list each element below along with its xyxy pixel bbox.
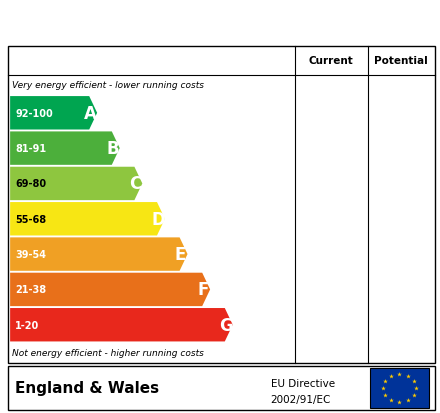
Text: 92-100: 92-100 [15, 109, 53, 119]
Text: C: C [129, 175, 141, 193]
Text: 69-80: 69-80 [15, 179, 47, 189]
Text: 55-68: 55-68 [15, 214, 47, 224]
Polygon shape [10, 132, 120, 166]
Text: B: B [106, 140, 119, 158]
Polygon shape [10, 202, 165, 236]
Text: Current: Current [309, 56, 354, 66]
Text: 21-38: 21-38 [15, 285, 47, 295]
Text: D: D [151, 210, 165, 228]
Text: A: A [84, 104, 96, 123]
Text: 1-20: 1-20 [15, 320, 40, 330]
Text: 81-91: 81-91 [15, 144, 47, 154]
Polygon shape [10, 308, 233, 342]
Text: Potential: Potential [374, 56, 428, 66]
Text: F: F [198, 281, 209, 299]
Polygon shape [10, 238, 187, 271]
Text: England & Wales: England & Wales [15, 380, 160, 396]
Text: Energy Efficiency Rating: Energy Efficiency Rating [11, 14, 299, 33]
Bar [370, 368, 429, 408]
Polygon shape [10, 167, 142, 201]
Polygon shape [10, 97, 97, 130]
Text: 39-54: 39-54 [15, 249, 46, 259]
Text: 2002/91/EC: 2002/91/EC [271, 394, 331, 404]
Text: E: E [175, 245, 186, 263]
Text: Not energy efficient - higher running costs: Not energy efficient - higher running co… [12, 348, 204, 357]
Polygon shape [10, 273, 210, 306]
Bar [8, 366, 435, 410]
Text: EU Directive: EU Directive [271, 378, 335, 388]
Text: G: G [219, 316, 233, 334]
Text: Very energy efficient - lower running costs: Very energy efficient - lower running co… [12, 81, 204, 90]
